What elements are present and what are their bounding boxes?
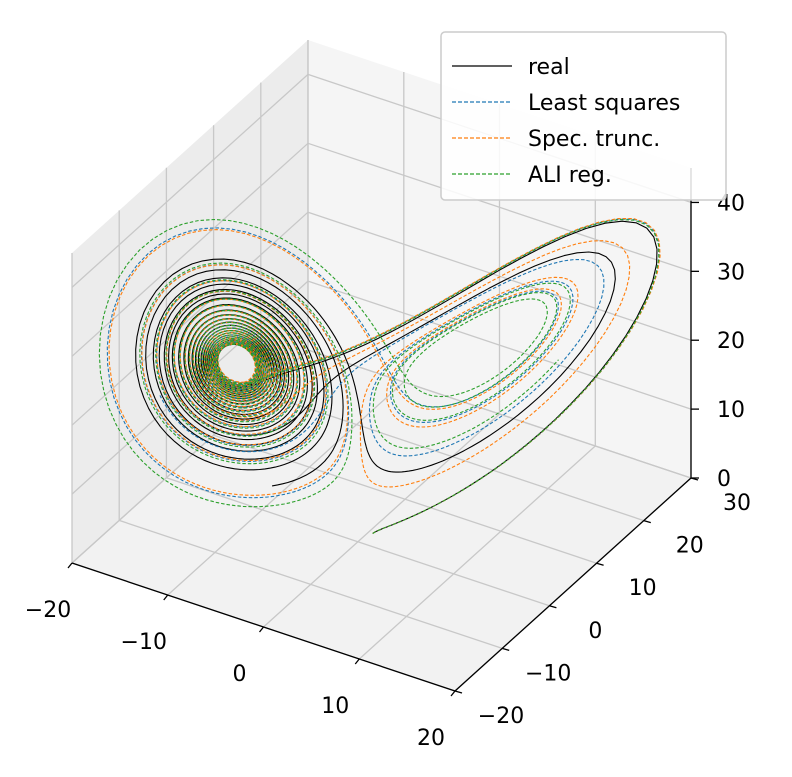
z-tick-label: 30 [717,260,745,285]
x-tick-label: 20 [417,726,445,751]
x-tick-label: 10 [321,694,349,719]
series-line-real [135,220,658,534]
y-tick-label: −10 [525,661,571,686]
y-tick [596,562,604,566]
y-tick [549,605,557,609]
legend-label-real: real [528,55,570,80]
y-tick-label: 20 [676,534,704,559]
y-tick [643,519,651,524]
y-tick [454,690,463,694]
legend-label-spec-trunc: Spec. trunc. [528,127,660,152]
y-axis-line [454,477,692,692]
grid-line-z [71,280,692,495]
legend: real Least squares Spec. trunc. ALI reg. [440,31,727,201]
x-tick [354,658,360,665]
grid-line-z [71,142,692,357]
legend-label-ali-reg: ALI reg. [528,163,612,188]
y-tick-label: 0 [588,619,602,644]
grid-line-z [71,211,692,426]
y-tick [502,647,510,652]
x-tick [258,626,265,633]
x-tick-label: −10 [121,630,167,655]
series-line-ali-reg [98,218,660,534]
y-tick-label: 30 [723,491,751,516]
y-tick-label: 10 [629,576,657,601]
legend-box [440,31,727,201]
legend-label-least-squares: Least squares [528,91,680,116]
x-tick-label: 0 [233,662,247,687]
x-tick [163,594,169,601]
x-tick-label: −20 [25,598,71,623]
grid-lines [71,40,692,692]
z-tick-label: 10 [717,398,745,423]
z-tick-label: 20 [717,329,745,354]
z-tick-label: 0 [717,467,731,492]
y-tick-label: −20 [478,704,524,729]
x-tick [450,690,456,697]
trajectories [98,217,661,534]
x-tick [67,562,73,569]
